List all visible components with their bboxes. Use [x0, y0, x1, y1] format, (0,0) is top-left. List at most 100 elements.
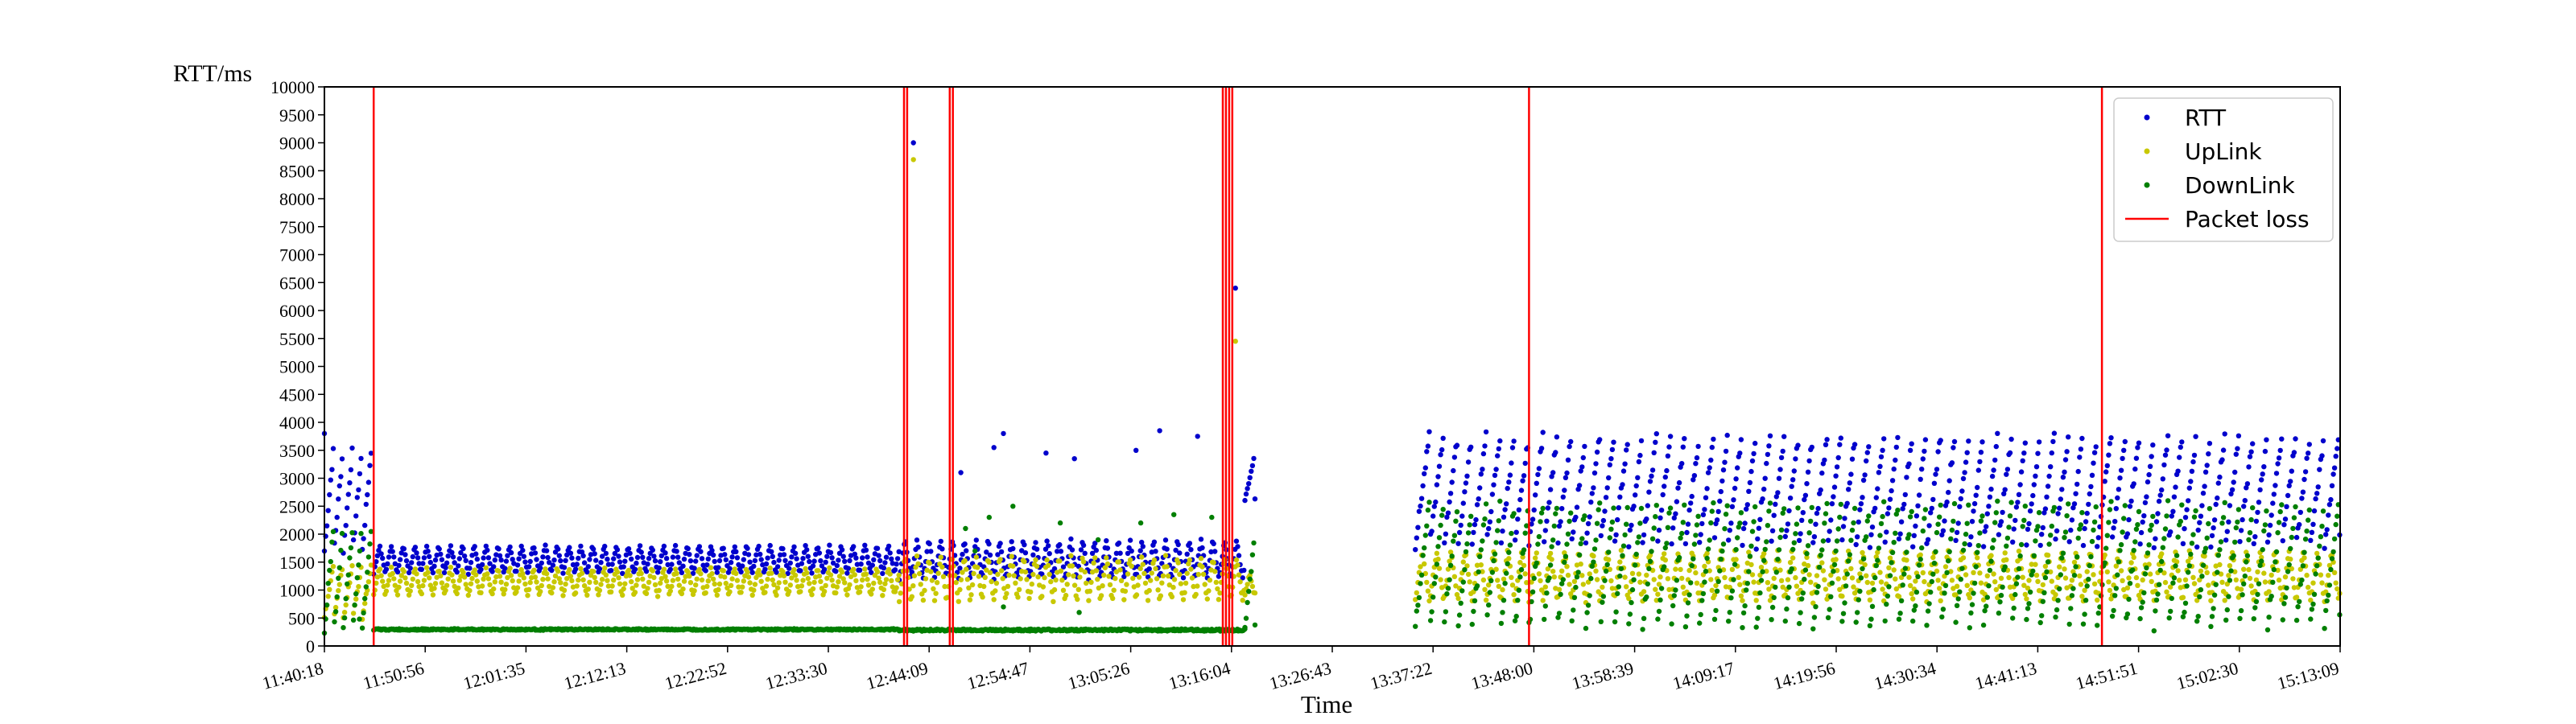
uplink-point: [1075, 596, 1080, 603]
uplink-point: [1686, 567, 1692, 574]
uplink-point: [650, 568, 655, 574]
rtt-point: [1418, 503, 1423, 509]
uplink-point: [1593, 568, 1599, 574]
downlink-point: [1414, 608, 1420, 614]
uplink-point: [993, 580, 1000, 586]
rtt-point: [2186, 485, 2192, 491]
rtt-point: [2323, 532, 2329, 537]
downlink-point: [2262, 522, 2268, 528]
downlink-point: [2058, 572, 2063, 578]
downlink-point: [2138, 605, 2145, 611]
uplink-point: [2314, 550, 2320, 557]
rtt-point: [543, 542, 548, 548]
rtt-point: [473, 551, 479, 557]
downlink-point: [1542, 616, 1547, 623]
rtt-point: [2273, 483, 2278, 488]
downlink-point: [1702, 579, 1707, 585]
downlink-point: [2146, 542, 2152, 548]
rtt-point: [1915, 503, 1921, 508]
rtt-point: [1829, 501, 1835, 507]
legend-label: UpLink: [2185, 138, 2262, 165]
rtt-point: [1535, 471, 1541, 478]
downlink-point: [1926, 601, 1932, 607]
rtt-point: [2112, 519, 2118, 524]
uplink-point: [1069, 563, 1075, 569]
downlink-point: [2074, 554, 2080, 560]
uplink-point: [481, 576, 486, 582]
rtt-point: [2313, 496, 2318, 502]
rtt-point: [2146, 471, 2152, 478]
rtt-point: [1922, 437, 1929, 442]
uplink-point: [460, 570, 466, 575]
rtt-point: [1704, 486, 1710, 492]
downlink-point: [1835, 526, 1841, 532]
downlink-point: [1944, 570, 1950, 575]
downlink-point: [1693, 533, 1699, 538]
downlink-point: [2264, 627, 2271, 633]
downlink-point: [1657, 597, 1663, 603]
rtt-point: [1907, 447, 1913, 453]
rtt-point: [612, 550, 617, 557]
rtt-point: [1856, 519, 1861, 525]
downlink-point: [1842, 600, 1847, 606]
downlink-point: [1744, 587, 1749, 593]
downlink-point: [1713, 607, 1719, 614]
uplink-point: [1893, 576, 1898, 582]
rtt-point: [407, 566, 413, 571]
rtt-point: [2079, 435, 2085, 442]
rtt-point: [2157, 492, 2163, 498]
uplink-point: [1622, 574, 1628, 580]
rtt-point: [1732, 485, 1738, 492]
rtt-point: [402, 552, 408, 557]
downlink-point: [1851, 520, 1856, 526]
rtt-point: [1971, 508, 1976, 514]
rtt-point: [2299, 496, 2305, 501]
downlink-point: [2040, 599, 2046, 604]
rtt-point: [1690, 477, 1696, 483]
downlink-point: [1252, 622, 1258, 628]
downlink-point: [1426, 500, 1432, 505]
downlink-point: [1769, 604, 1776, 611]
uplink-point: [2020, 574, 2025, 580]
downlink-point: [1416, 594, 1422, 601]
rtt-point: [1493, 467, 1499, 472]
uplink-point: [1125, 571, 1131, 577]
downlink-point: [1864, 534, 1869, 540]
downlink-point: [1544, 590, 1550, 596]
uplink-point: [1626, 595, 1632, 602]
rtt-point: [1925, 537, 1931, 542]
uplink-point: [2049, 578, 2054, 584]
downlink-point: [2235, 507, 2242, 512]
rtt-point: [1442, 540, 1447, 545]
rtt-point: [419, 566, 424, 572]
uplink-point: [350, 611, 357, 616]
rtt-point: [1649, 473, 1654, 479]
rtt-point: [409, 560, 415, 566]
rtt-point: [353, 513, 359, 519]
uplink-point: [396, 584, 402, 590]
rtt-point: [1998, 519, 2004, 524]
rtt-point: [348, 467, 354, 473]
rtt-point: [847, 557, 852, 564]
rtt-point: [680, 563, 686, 569]
rtt-point: [1849, 456, 1856, 462]
downlink-point: [2164, 513, 2169, 519]
rtt-point: [712, 558, 717, 565]
uplink-point: [1764, 568, 1769, 574]
downlink-point: [1822, 520, 1827, 526]
rtt-point: [2235, 433, 2242, 438]
rtt-point: [2297, 509, 2303, 516]
uplink-point: [2241, 566, 2247, 572]
uplink-point: [1559, 568, 1565, 574]
downlink-point: [1951, 518, 1956, 524]
rtt-point: [720, 545, 726, 551]
uplink-point: [749, 592, 755, 598]
uplink-point: [1124, 582, 1129, 587]
uplink-point: [1875, 549, 1880, 555]
downlink-point: [1938, 502, 1943, 508]
rtt-point: [2042, 506, 2049, 512]
uplink-point: [1106, 574, 1112, 579]
rtt-point: [1895, 434, 1901, 441]
x-tick-label: 13:16:04: [1166, 658, 1232, 693]
uplink-point: [637, 566, 643, 572]
